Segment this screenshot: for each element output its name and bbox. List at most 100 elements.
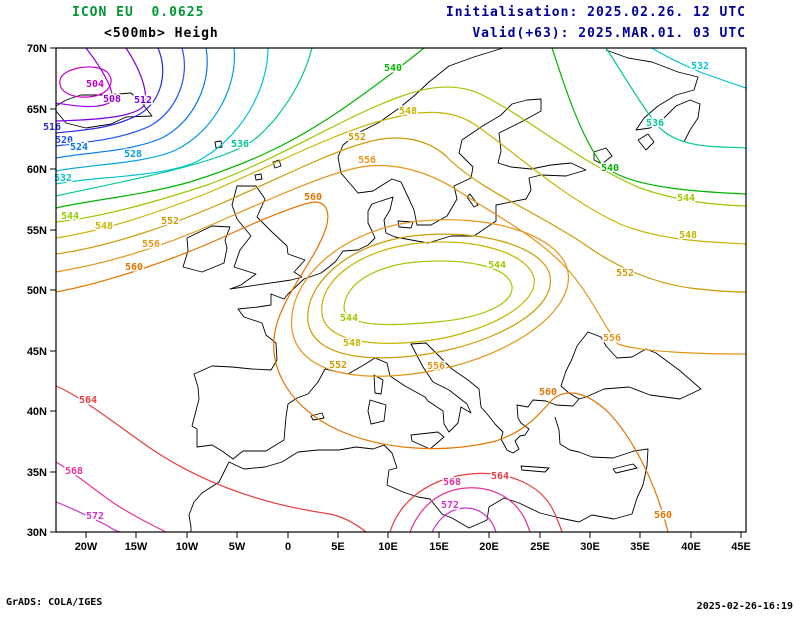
coastline-path [612, 463, 638, 474]
contour-line-532 [55, 47, 269, 185]
x-tick-label: 35E [630, 541, 650, 553]
coastline-path [593, 147, 613, 165]
contour-label-508: 508 [103, 94, 121, 105]
coastlines-layer [55, 47, 702, 532]
contour-label-568: 568 [65, 466, 83, 477]
contour-label-556: 556 [142, 239, 160, 250]
contour-label-548: 548 [343, 338, 361, 349]
contour-line-560 [55, 201, 669, 533]
x-tick-label: 40E [681, 541, 701, 553]
coastline-path [214, 140, 223, 149]
contour-label-552: 552 [161, 216, 179, 227]
contour-label-512: 512 [134, 95, 152, 106]
contour-label-560: 560 [654, 510, 672, 521]
contour-line-504 [59, 66, 112, 98]
y-tick-label: 70N [27, 43, 47, 55]
contour-line-528 [55, 47, 236, 172]
axes-layer: 20W 15W 10W 5W 0 5E 10E 15E 20E 25E 30E 35E 40E 45E 70… [27, 43, 751, 553]
contour-line-536 [605, 47, 747, 149]
contour-label-548: 548 [399, 106, 417, 117]
coastline-path [182, 225, 231, 273]
contour-line-544 [55, 86, 747, 223]
coastline-path [188, 416, 649, 532]
contour-label-544: 544 [488, 260, 506, 271]
contour-label-528: 528 [124, 149, 142, 160]
contour-label-524: 524 [70, 142, 88, 153]
coastline-path [310, 412, 325, 421]
y-tick-label: 35N [27, 467, 47, 479]
contour-label-560: 560 [539, 387, 557, 398]
contour-label-560: 560 [125, 262, 143, 273]
coastline-path [254, 173, 263, 181]
x-tick-label: 5E [331, 541, 344, 553]
x-tick-label: 20W [75, 541, 98, 553]
contour-label-548: 548 [95, 221, 113, 232]
contour-line-540 [551, 47, 747, 195]
coastline-path [637, 133, 655, 151]
coastline-path [410, 431, 445, 450]
contour-label-504: 504 [86, 79, 104, 90]
x-tick-label: 15W [125, 541, 148, 553]
x-tick-label: 0 [285, 541, 291, 553]
contour-line-572 [431, 507, 497, 533]
contour-line-540 [55, 47, 425, 209]
grads-credit: GrADS: COLA/IGES [6, 597, 103, 608]
contour-label-536: 536 [231, 139, 249, 150]
contour-label-548: 548 [679, 230, 697, 241]
x-tick-label: 25E [530, 541, 550, 553]
x-tick-label: 30E [580, 541, 600, 553]
coastline-path [605, 49, 701, 143]
x-tick-label: 10E [378, 541, 398, 553]
contour-line-552 [55, 137, 747, 293]
valid-time-label: Valid(+63): 2025.MAR.01. 03 UTC [472, 26, 746, 41]
y-tick-label: 45N [27, 346, 47, 358]
contour-line-548 [321, 241, 535, 344]
coastline-path [397, 220, 414, 229]
contour-line-568 [55, 461, 167, 533]
y-tick-label: 65N [27, 104, 47, 116]
field-title: <500mb> Heigh [104, 26, 219, 41]
init-time-label: Initialisation: 2025.02.26. 12 UTC [445, 5, 746, 20]
contour-label-540: 540 [601, 163, 619, 174]
x-tick-label: 20E [479, 541, 499, 553]
contour-label-536: 536 [646, 118, 664, 129]
contour-line-552 [307, 233, 552, 359]
contour-label-544: 544 [340, 313, 358, 324]
coastline-path [373, 374, 384, 395]
y-tick-label: 55N [27, 225, 47, 237]
contour-label-544: 544 [61, 211, 79, 222]
contour-line-572 [55, 501, 121, 533]
contour-label-520: 520 [55, 135, 73, 146]
coastline-path [367, 399, 387, 425]
y-tick-label: 50N [27, 285, 47, 297]
contour-label-540: 540 [384, 63, 402, 74]
contour-label-552: 552 [616, 268, 634, 279]
contour-label-560: 560 [304, 192, 322, 203]
contour-label-532: 532 [54, 173, 72, 184]
contour-line-532 [651, 47, 747, 89]
coastline-path [520, 465, 550, 473]
x-tick-label: 15E [429, 541, 449, 553]
contour-label-556: 556 [427, 361, 445, 372]
contour-label-556: 556 [358, 155, 376, 166]
contour-label-564: 564 [491, 471, 509, 482]
contour-line-564 [55, 385, 367, 533]
contour-line-556 [55, 164, 747, 355]
contour-line-508 [55, 47, 113, 108]
y-tick-label: 40N [27, 406, 47, 418]
contour-line-564 [389, 472, 563, 533]
contour-line-516 [55, 47, 164, 134]
y-tick-label: 60N [27, 164, 47, 176]
x-tick-label: 10W [176, 541, 199, 553]
contour-label-544: 544 [677, 193, 695, 204]
contour-label-572: 572 [86, 511, 104, 522]
y-tick-label: 30N [27, 527, 47, 539]
contour-line-544 [343, 260, 513, 326]
coastline-path [191, 47, 702, 460]
contour-label-552: 552 [329, 360, 347, 371]
contour-line-524 [55, 47, 208, 159]
coastline-path [272, 159, 282, 169]
contour-label-516: 516 [43, 122, 61, 133]
